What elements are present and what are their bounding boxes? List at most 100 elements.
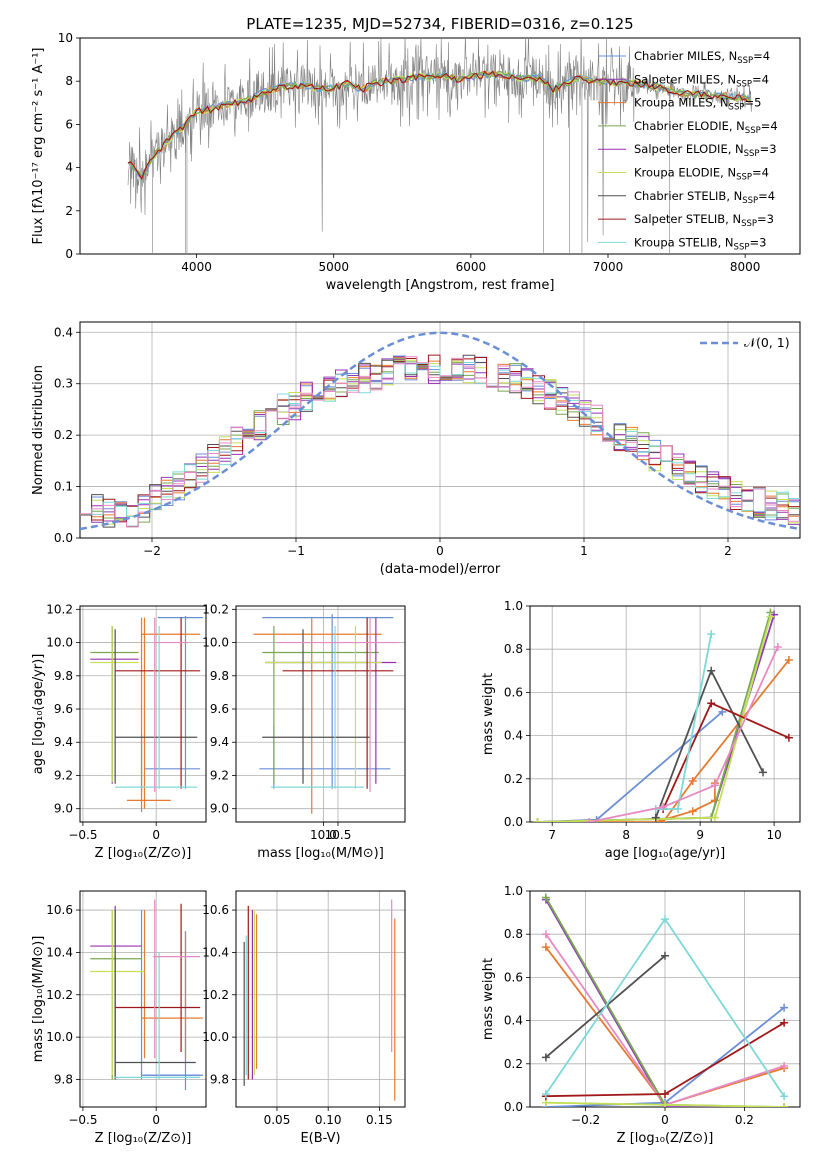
legend-label: Chabrier ELODIE, NSSP=4 — [634, 119, 778, 136]
y-tick-label: 10 — [58, 31, 73, 45]
x-axis-label: wavelength [Angstrom, rest frame] — [326, 278, 555, 293]
x-axis-label: age [log₁₀(age/yr)] — [605, 846, 726, 861]
y-tick-label: 9.0 — [54, 802, 73, 816]
weight-series-line — [662, 702, 790, 810]
y-tick-label: 10.2 — [46, 602, 73, 616]
x-tick-label: 6000 — [456, 260, 487, 274]
weight-point-marker — [780, 1003, 789, 1012]
y-tick-label: 0.0 — [504, 1100, 523, 1114]
legend-label-text: Kroupa MILES, N — [634, 96, 729, 110]
x-tick-label: −0.2 — [571, 1113, 600, 1127]
legend-label-sub: SSP — [741, 219, 757, 229]
weight-point-marker — [780, 1018, 789, 1027]
y-tick-label: 8 — [65, 74, 73, 88]
x-tick-label: −2 — [143, 544, 161, 558]
y-tick-label: 9.0 — [210, 802, 229, 816]
y-tick-label: 9.2 — [210, 768, 229, 782]
axes: −2 −1 0 1 2 0.0 0.1 0.2 0.3 0.4 (data-model)/error… — [31, 321, 801, 577]
y-tick-label: 9.4 — [54, 735, 73, 749]
weight-point-marker — [541, 1053, 550, 1062]
x-tick-label: 9 — [696, 828, 704, 842]
legend-label-sub: SSP — [734, 242, 750, 252]
data-point — [140, 733, 201, 793]
y-tick-label: 9.4 — [210, 735, 229, 749]
legend-label-suffix: =5 — [744, 96, 761, 110]
plot-area — [90, 615, 204, 813]
data-point — [90, 910, 145, 1076]
y-tick-label: 0.4 — [504, 1014, 523, 1028]
legend-label-text: Kroupa STELIB, N — [634, 235, 734, 249]
y-tick-label: 9.6 — [54, 702, 73, 716]
legend-label-text: Salpeter ELODIE, N — [634, 142, 744, 156]
data-point — [90, 625, 139, 784]
panel-spectrum: 4000 5000 6000 7000 8000 0 2 4 6 8 10 wavelength [A… — [31, 31, 801, 293]
axes-frame — [235, 890, 406, 1108]
data-point — [115, 903, 201, 1052]
weight-point-marker — [541, 943, 550, 952]
panel-z-vs-mass: −0.5 0 9.8 10.0 10.2 10.4 10.6 Z [log₁₀(Z/Z⊙)] m… — [31, 890, 207, 1146]
x-tick-label: 8 — [622, 828, 630, 842]
axes-frame — [79, 890, 207, 1108]
histogram-step-line — [80, 356, 800, 528]
data-point — [265, 625, 382, 789]
grid-lines — [80, 322, 800, 539]
y-tick-label: 0.8 — [504, 927, 523, 941]
y-axis-label: mass weight — [481, 958, 496, 1040]
y-tick-label: 10.6 — [46, 903, 73, 917]
legend-label-sub: SSP — [742, 196, 758, 206]
y-tick-label: 9.8 — [210, 1072, 229, 1086]
weight-point-marker — [541, 893, 550, 902]
weight-point-marker — [585, 818, 594, 822]
data-point — [115, 625, 198, 789]
x-tick-label: 5000 — [318, 260, 349, 274]
x-tick-label: 10 — [766, 828, 781, 842]
y-tick-label: 10.6 — [202, 903, 229, 917]
legend-label-suffix: =4 — [753, 49, 770, 63]
legend-label-sub: SSP — [729, 103, 745, 113]
data-point — [144, 931, 204, 1091]
data-point — [282, 617, 394, 789]
weight-point-marker — [766, 612, 775, 621]
plot-area — [243, 899, 396, 1101]
x-tick-label: 4000 — [181, 260, 212, 274]
weight-point-marker — [710, 781, 719, 790]
weight-series-line — [537, 614, 775, 822]
plot-area — [127, 38, 752, 254]
legend-label: Chabrier MILES, NSSP=4 — [634, 49, 770, 66]
data-point — [140, 910, 201, 1080]
y-axis-label: mass weight — [481, 673, 496, 755]
y-tick-label: 10.4 — [202, 945, 229, 959]
weight-point-marker — [661, 951, 669, 960]
legend-label-sub: SSP — [737, 56, 753, 66]
weight-point-marker — [784, 656, 793, 664]
x-axis-label: Z [log₁₀(Z/Z⊙)] — [617, 1131, 714, 1146]
y-tick-label: 0.0 — [504, 815, 523, 829]
data-point — [253, 617, 382, 814]
x-tick-label: 10.0 — [310, 828, 337, 842]
axes-frame — [79, 321, 801, 539]
x-axis-label: E(B-V) — [300, 1131, 340, 1146]
model-fit-line — [127, 70, 751, 179]
weight-point-marker — [707, 630, 716, 639]
data-point — [276, 617, 400, 793]
grid-lines — [236, 891, 405, 1107]
y-axis-label: mass [log₁₀(M/M⊙)] — [31, 936, 46, 1063]
data-point — [115, 952, 201, 1080]
weight-point-marker — [780, 1092, 789, 1101]
grid-lines — [80, 891, 206, 1107]
y-tick-label: 0.6 — [504, 685, 523, 699]
y-tick-label: 0.4 — [504, 729, 523, 743]
x-tick-label: 0.15 — [366, 1113, 393, 1127]
grid-lines — [236, 606, 405, 822]
y-tick-label: 1.0 — [504, 884, 523, 898]
x-axis-label: mass [log₁₀(M/M⊙)] — [257, 846, 384, 861]
grid-lines — [530, 605, 800, 823]
data-point — [153, 617, 189, 793]
data-point — [141, 910, 201, 1059]
y-tick-label: 0.6 — [504, 970, 523, 984]
x-axis-label: Z [log₁₀(Z/Z⊙)] — [95, 1131, 192, 1146]
weight-series-line — [655, 783, 716, 822]
plot-area — [533, 608, 793, 822]
weight-point-marker — [759, 768, 768, 777]
